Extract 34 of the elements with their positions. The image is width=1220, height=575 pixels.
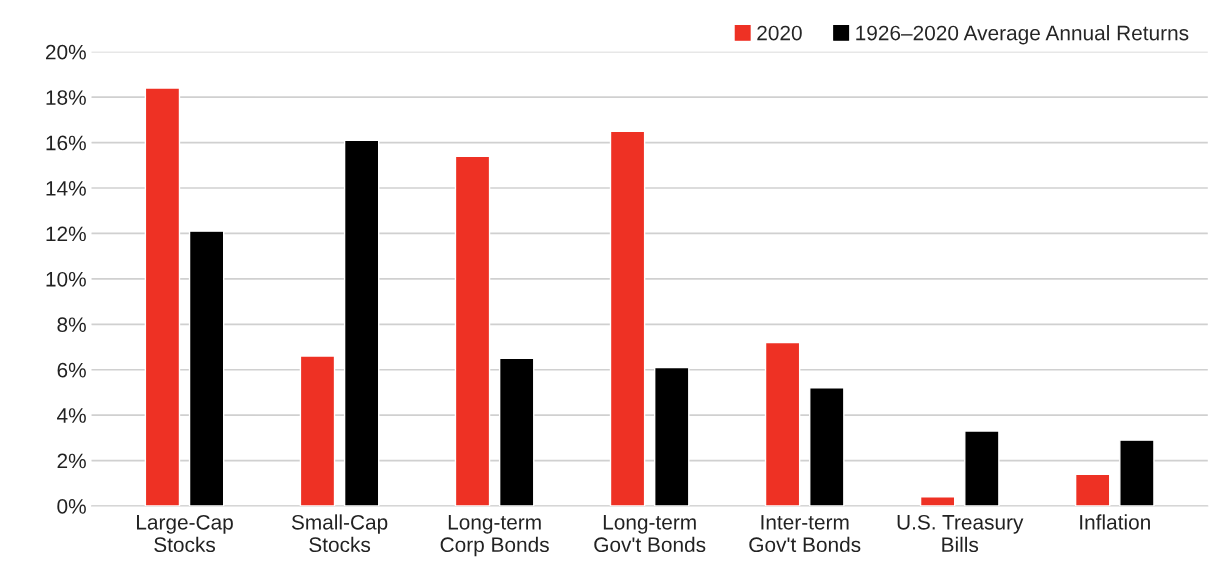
bar <box>188 230 225 506</box>
y-tick-label: 6% <box>57 362 86 378</box>
x-tick-label: Long-term Gov't Bonds <box>594 515 706 553</box>
bar <box>764 341 801 506</box>
x-tick-label: Small-Cap Stocks <box>291 514 388 553</box>
bar <box>919 496 956 506</box>
y-tick-label: 14% <box>46 181 86 196</box>
y-tick-label: 2% <box>57 453 86 469</box>
legend-label: 1926–2020 Average Annual Returns <box>856 25 1189 45</box>
x-tick-label: Long-term Corp Bonds <box>440 515 549 557</box>
x-tick-label: Large-Cap Stocks <box>137 514 233 553</box>
bar <box>1074 473 1111 506</box>
y-tick-label: 20% <box>45 44 86 60</box>
y-tick-label: 10% <box>46 271 86 287</box>
bar <box>299 355 336 506</box>
y-tick-label: 8% <box>57 317 86 333</box>
bar <box>653 366 690 506</box>
bar <box>964 430 1000 506</box>
bar <box>498 357 535 506</box>
y-tick-label: 0% <box>57 499 86 514</box>
bar <box>609 130 646 506</box>
bar <box>343 139 380 506</box>
x-tick-label: U.S. Treasury Bills <box>897 514 1024 553</box>
y-tick-label: 16% <box>46 135 86 151</box>
y-tick-label: 4% <box>57 408 86 423</box>
bar <box>454 155 491 506</box>
x-tick-label: Inter-term Gov't Bonds <box>749 515 861 553</box>
y-tick-label: 18% <box>46 90 86 105</box>
legend-label: 2020 <box>757 25 802 41</box>
bar <box>1119 439 1155 506</box>
bar <box>809 387 845 506</box>
bar <box>144 87 181 506</box>
y-tick-label: 12% <box>46 226 86 242</box>
x-tick-label: Inflation <box>1080 514 1150 530</box>
